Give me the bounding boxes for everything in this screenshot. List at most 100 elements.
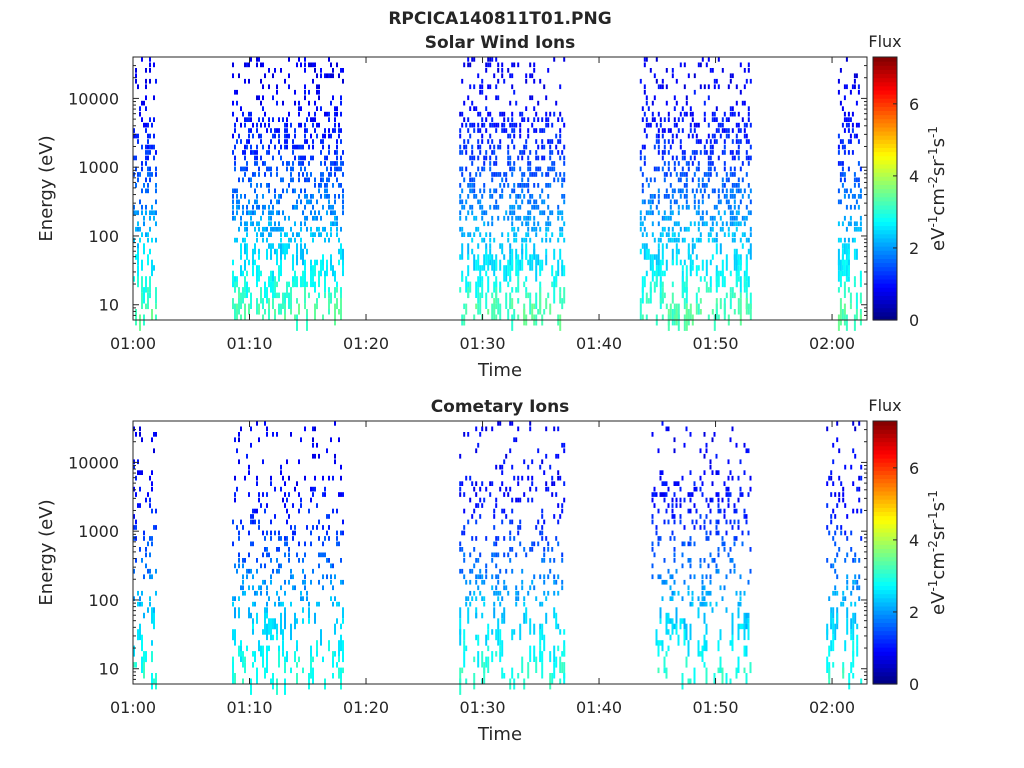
heatmap-cell — [845, 188, 848, 194]
heatmap-cell — [268, 117, 270, 122]
heatmap-cell — [294, 221, 296, 227]
heatmap-cell — [563, 57, 566, 62]
heatmap-cell — [843, 117, 846, 122]
heatmap-cell — [489, 166, 492, 172]
colorbar-segment — [873, 433, 897, 439]
heatmap-cell — [711, 133, 714, 139]
heatmap-cell — [473, 508, 476, 514]
heatmap-cell — [503, 492, 506, 497]
heatmap-cell — [545, 426, 548, 432]
heatmap-cell — [272, 673, 274, 690]
heatmap-cell — [471, 210, 474, 216]
heatmap-cell — [471, 514, 474, 519]
heatmap-cell — [541, 259, 544, 271]
heatmap-cell — [841, 106, 844, 111]
heatmap-cell — [491, 303, 494, 320]
heatmap-cell — [701, 585, 704, 591]
heatmap-cell — [545, 117, 548, 122]
heatmap-cell — [557, 623, 560, 630]
heatmap-cell — [499, 139, 502, 144]
heatmap-cell — [657, 265, 660, 277]
heatmap-cell — [459, 667, 462, 684]
heatmap-cell — [535, 656, 538, 673]
heatmap-cell — [260, 287, 262, 304]
heatmap-cell — [521, 221, 524, 227]
heatmap-cell — [677, 634, 680, 646]
heatmap-cell — [270, 270, 272, 282]
heatmap-cell — [477, 199, 480, 205]
heatmap-cell — [561, 651, 564, 657]
heatmap-cell — [557, 426, 560, 432]
x-tick-label: 01:50 — [692, 698, 738, 717]
heatmap-cell — [296, 243, 298, 255]
heatmap-cell — [503, 459, 506, 465]
heatmap-cell — [143, 100, 145, 106]
heatmap-cell — [749, 662, 752, 674]
heatmap-cell — [653, 281, 656, 293]
heatmap-cell — [328, 558, 330, 563]
heatmap-cell — [697, 287, 700, 293]
heatmap-cell — [651, 111, 654, 117]
heatmap-cell — [324, 536, 326, 541]
heatmap-cell — [661, 226, 664, 232]
heatmap-cell — [857, 89, 860, 95]
heatmap-cell — [665, 68, 668, 73]
heatmap-cell — [477, 139, 480, 144]
heatmap-cell — [336, 298, 338, 310]
heatmap-cell — [274, 618, 276, 630]
heatmap-cell — [689, 508, 692, 514]
heatmap-cell — [707, 503, 710, 508]
heatmap-cell — [535, 596, 538, 601]
heatmap-cell — [521, 117, 524, 122]
heatmap-cell — [288, 281, 290, 288]
heatmap-cell — [663, 492, 666, 497]
heatmap-cell — [465, 645, 468, 652]
heatmap-cell — [713, 166, 716, 172]
heatmap-cell — [459, 199, 462, 205]
heatmap-cell — [689, 558, 692, 563]
heatmap-cell — [853, 237, 856, 243]
heatmap-cell — [302, 607, 304, 613]
heatmap-cell — [479, 204, 482, 210]
heatmap-cell — [709, 276, 712, 288]
heatmap-cell — [691, 177, 694, 183]
heatmap-cell — [264, 122, 266, 128]
heatmap-cell — [699, 486, 702, 492]
heatmap-cell — [667, 486, 670, 492]
colorbar-segment — [873, 143, 897, 149]
heatmap-cell — [298, 122, 300, 128]
heatmap-cell — [685, 177, 688, 183]
heatmap-cell — [513, 166, 516, 172]
heatmap-cell — [286, 232, 288, 237]
heatmap-cell — [268, 84, 270, 90]
heatmap-cell — [340, 68, 342, 73]
heatmap-cell — [258, 492, 260, 497]
heatmap-cell — [310, 155, 312, 161]
heatmap-cell — [543, 552, 546, 558]
heatmap-cell — [258, 204, 260, 210]
heatmap-cell — [258, 57, 260, 62]
heatmap-cell — [563, 448, 566, 454]
heatmap-cell — [737, 122, 740, 128]
heatmap-cell — [489, 243, 492, 249]
heatmap-cell — [717, 155, 720, 161]
heatmap-cell — [844, 596, 847, 601]
heatmap-cell — [501, 508, 504, 514]
heatmap-cell — [661, 640, 664, 652]
heatmap-cell — [723, 585, 726, 591]
heatmap-cell — [713, 117, 716, 122]
heatmap-cell — [256, 237, 258, 243]
heatmap-cell — [242, 150, 244, 155]
heatmap-cell — [302, 618, 304, 624]
heatmap-cell — [563, 172, 566, 177]
heatmap-cell — [559, 656, 562, 673]
heatmap-cell — [563, 287, 566, 304]
heatmap-cell — [705, 514, 708, 519]
heatmap-cell — [481, 133, 484, 139]
heatmap-cell — [521, 259, 524, 271]
heatmap-cell — [523, 150, 526, 155]
heatmap-cell — [841, 309, 844, 320]
colorbar-segment — [873, 163, 897, 169]
heatmap-cell — [248, 117, 250, 122]
heatmap-cell — [151, 574, 153, 580]
